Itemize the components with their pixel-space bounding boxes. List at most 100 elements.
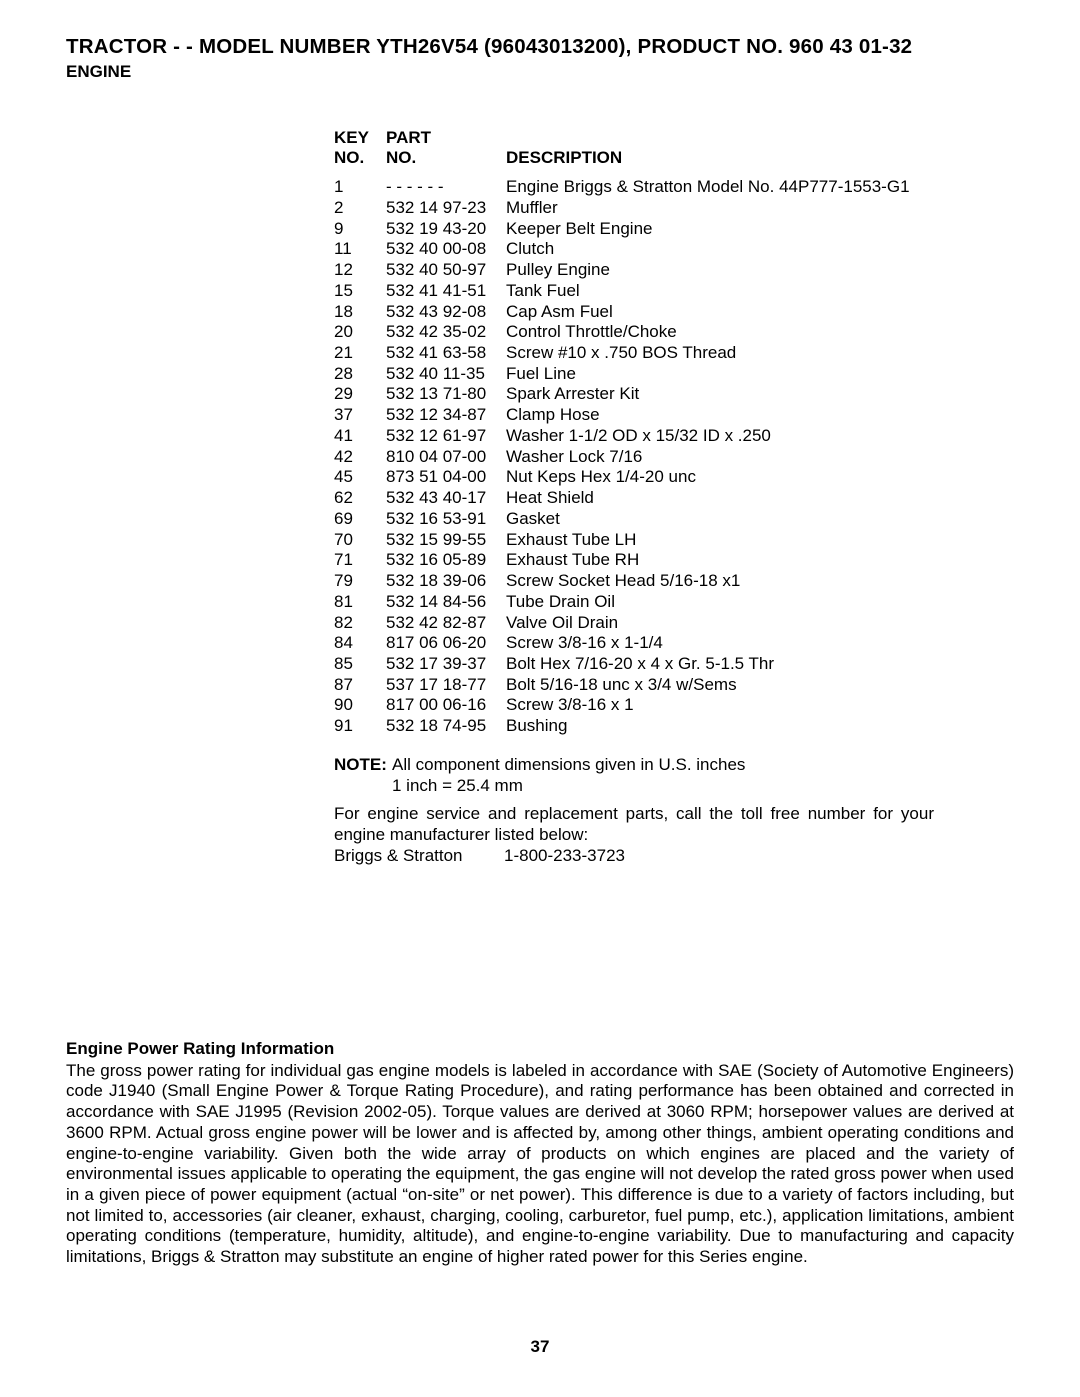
- cell-part: 532 12 61-97: [386, 426, 506, 447]
- cell-desc: Washer Lock 7/16: [506, 447, 934, 468]
- cell-part: 532 14 97-23: [386, 198, 506, 219]
- table-row: 41532 12 61-97Washer 1-1/2 OD x 15/32 ID…: [334, 426, 934, 447]
- table-row: 21532 41 63-58Screw #10 x .750 BOS Threa…: [334, 343, 934, 364]
- cell-key: 84: [334, 633, 386, 654]
- cell-part: 532 16 53-91: [386, 509, 506, 530]
- table-row: 85532 17 39-37Bolt Hex 7/16-20 x 4 x Gr.…: [334, 654, 934, 675]
- cell-key: 91: [334, 716, 386, 737]
- cell-desc: Spark Arrester Kit: [506, 384, 934, 405]
- table-row: 69532 16 53-91Gasket: [334, 509, 934, 530]
- manufacturer-name: Briggs & Stratton: [334, 846, 504, 867]
- cell-desc: Screw #10 x .750 BOS Thread: [506, 343, 934, 364]
- parts-table: KEY NO. PART NO. DESCRIPTION 1- - - - - …: [334, 128, 934, 867]
- cell-key: 41: [334, 426, 386, 447]
- table-row: 87537 17 18-77Bolt 5/16-18 unc x 3/4 w/S…: [334, 675, 934, 696]
- cell-key: 2: [334, 198, 386, 219]
- cell-part: 873 51 04-00: [386, 467, 506, 488]
- cell-part: 532 17 39-37: [386, 654, 506, 675]
- cell-part: 532 42 35-02: [386, 322, 506, 343]
- header-key-line1: KEY: [334, 128, 369, 147]
- table-row: 1- - - - - -Engine Briggs & Stratton Mod…: [334, 177, 934, 198]
- cell-desc: Cap Asm Fuel: [506, 302, 934, 323]
- header-desc: DESCRIPTION: [506, 148, 622, 169]
- page-subtitle: ENGINE: [66, 62, 1014, 82]
- cell-key: 15: [334, 281, 386, 302]
- cell-desc: Screw 3/8-16 x 1: [506, 695, 934, 716]
- cell-key: 21: [334, 343, 386, 364]
- cell-part: 532 42 82-87: [386, 613, 506, 634]
- page: TRACTOR - - MODEL NUMBER YTH26V54 (96043…: [0, 0, 1080, 1397]
- cell-desc: Pulley Engine: [506, 260, 934, 281]
- cell-desc: Exhaust Tube RH: [506, 550, 934, 571]
- cell-desc: Heat Shield: [506, 488, 934, 509]
- table-row: 90817 00 06-16Screw 3/8-16 x 1: [334, 695, 934, 716]
- cell-part: 532 12 34-87: [386, 405, 506, 426]
- cell-desc: Valve Oil Drain: [506, 613, 934, 634]
- cell-part: 537 17 18-77: [386, 675, 506, 696]
- cell-key: 82: [334, 613, 386, 634]
- cell-part: 532 16 05-89: [386, 550, 506, 571]
- cell-part: 532 43 92-08: [386, 302, 506, 323]
- cell-key: 79: [334, 571, 386, 592]
- cell-part: 532 13 71-80: [386, 384, 506, 405]
- cell-desc: Bushing: [506, 716, 934, 737]
- cell-part: 532 18 39-06: [386, 571, 506, 592]
- service-text: For engine service and replacement parts…: [334, 804, 934, 845]
- table-row: 28532 40 11-35Fuel Line: [334, 364, 934, 385]
- table-row: 42810 04 07-00Washer Lock 7/16: [334, 447, 934, 468]
- cell-key: 42: [334, 447, 386, 468]
- cell-part: 817 00 06-16: [386, 695, 506, 716]
- cell-desc: Bolt 5/16-18 unc x 3/4 w/Sems: [506, 675, 934, 696]
- cell-key: 87: [334, 675, 386, 696]
- cell-key: 85: [334, 654, 386, 675]
- cell-part: 532 41 63-58: [386, 343, 506, 364]
- table-row: 12532 40 50-97Pulley Engine: [334, 260, 934, 281]
- note-block: NOTE:All component dimensions given in U…: [334, 755, 934, 796]
- cell-desc: Nut Keps Hex 1/4-20 unc: [506, 467, 934, 488]
- parts-table-header: KEY NO. PART NO. DESCRIPTION: [334, 128, 934, 169]
- table-row: 70532 15 99-55Exhaust Tube LH: [334, 530, 934, 551]
- table-row: 45873 51 04-00Nut Keps Hex 1/4-20 unc: [334, 467, 934, 488]
- page-number: 37: [0, 1337, 1080, 1357]
- cell-desc: Engine Briggs & Stratton Model No. 44P77…: [506, 177, 934, 198]
- cell-part: 532 41 41-51: [386, 281, 506, 302]
- cell-desc: Screw 3/8-16 x 1-1/4: [506, 633, 934, 654]
- cell-desc: Clamp Hose: [506, 405, 934, 426]
- table-row: 62532 43 40-17Heat Shield: [334, 488, 934, 509]
- cell-desc: Tank Fuel: [506, 281, 934, 302]
- cell-key: 71: [334, 550, 386, 571]
- manufacturer-phone: 1-800-233-3723: [504, 846, 625, 867]
- cell-desc: Exhaust Tube LH: [506, 530, 934, 551]
- cell-desc: Bolt Hex 7/16-20 x 4 x Gr. 5-1.5 Thr: [506, 654, 934, 675]
- cell-key: 69: [334, 509, 386, 530]
- header-key-line2: NO.: [334, 148, 364, 167]
- cell-key: 29: [334, 384, 386, 405]
- table-row: 71532 16 05-89Exhaust Tube RH: [334, 550, 934, 571]
- table-row: 11532 40 00-08Clutch: [334, 239, 934, 260]
- note-line1: All component dimensions given in U.S. i…: [392, 755, 745, 774]
- cell-key: 45: [334, 467, 386, 488]
- cell-desc: Fuel Line: [506, 364, 934, 385]
- cell-part: 532 18 74-95: [386, 716, 506, 737]
- cell-desc: Control Throttle/Choke: [506, 322, 934, 343]
- page-title: TRACTOR - - MODEL NUMBER YTH26V54 (96043…: [66, 34, 1014, 60]
- cell-key: 18: [334, 302, 386, 323]
- cell-part: 532 40 50-97: [386, 260, 506, 281]
- cell-key: 11: [334, 239, 386, 260]
- table-row: 82532 42 82-87Valve Oil Drain: [334, 613, 934, 634]
- cell-part: 532 19 43-20: [386, 219, 506, 240]
- cell-part: - - - - - -: [386, 177, 506, 198]
- cell-key: 28: [334, 364, 386, 385]
- table-row: 18532 43 92-08Cap Asm Fuel: [334, 302, 934, 323]
- info-heading: Engine Power Rating Information: [66, 1039, 1014, 1059]
- table-row: 81532 14 84-56Tube Drain Oil: [334, 592, 934, 613]
- cell-desc: Gasket: [506, 509, 934, 530]
- cell-part: 810 04 07-00: [386, 447, 506, 468]
- cell-desc: Keeper Belt Engine: [506, 219, 934, 240]
- table-row: 15532 41 41-51Tank Fuel: [334, 281, 934, 302]
- cell-part: 532 40 11-35: [386, 364, 506, 385]
- cell-desc: Washer 1-1/2 OD x 15/32 ID x .250: [506, 426, 934, 447]
- table-row: 9532 19 43-20Keeper Belt Engine: [334, 219, 934, 240]
- table-row: 29532 13 71-80Spark Arrester Kit: [334, 384, 934, 405]
- cell-desc: Tube Drain Oil: [506, 592, 934, 613]
